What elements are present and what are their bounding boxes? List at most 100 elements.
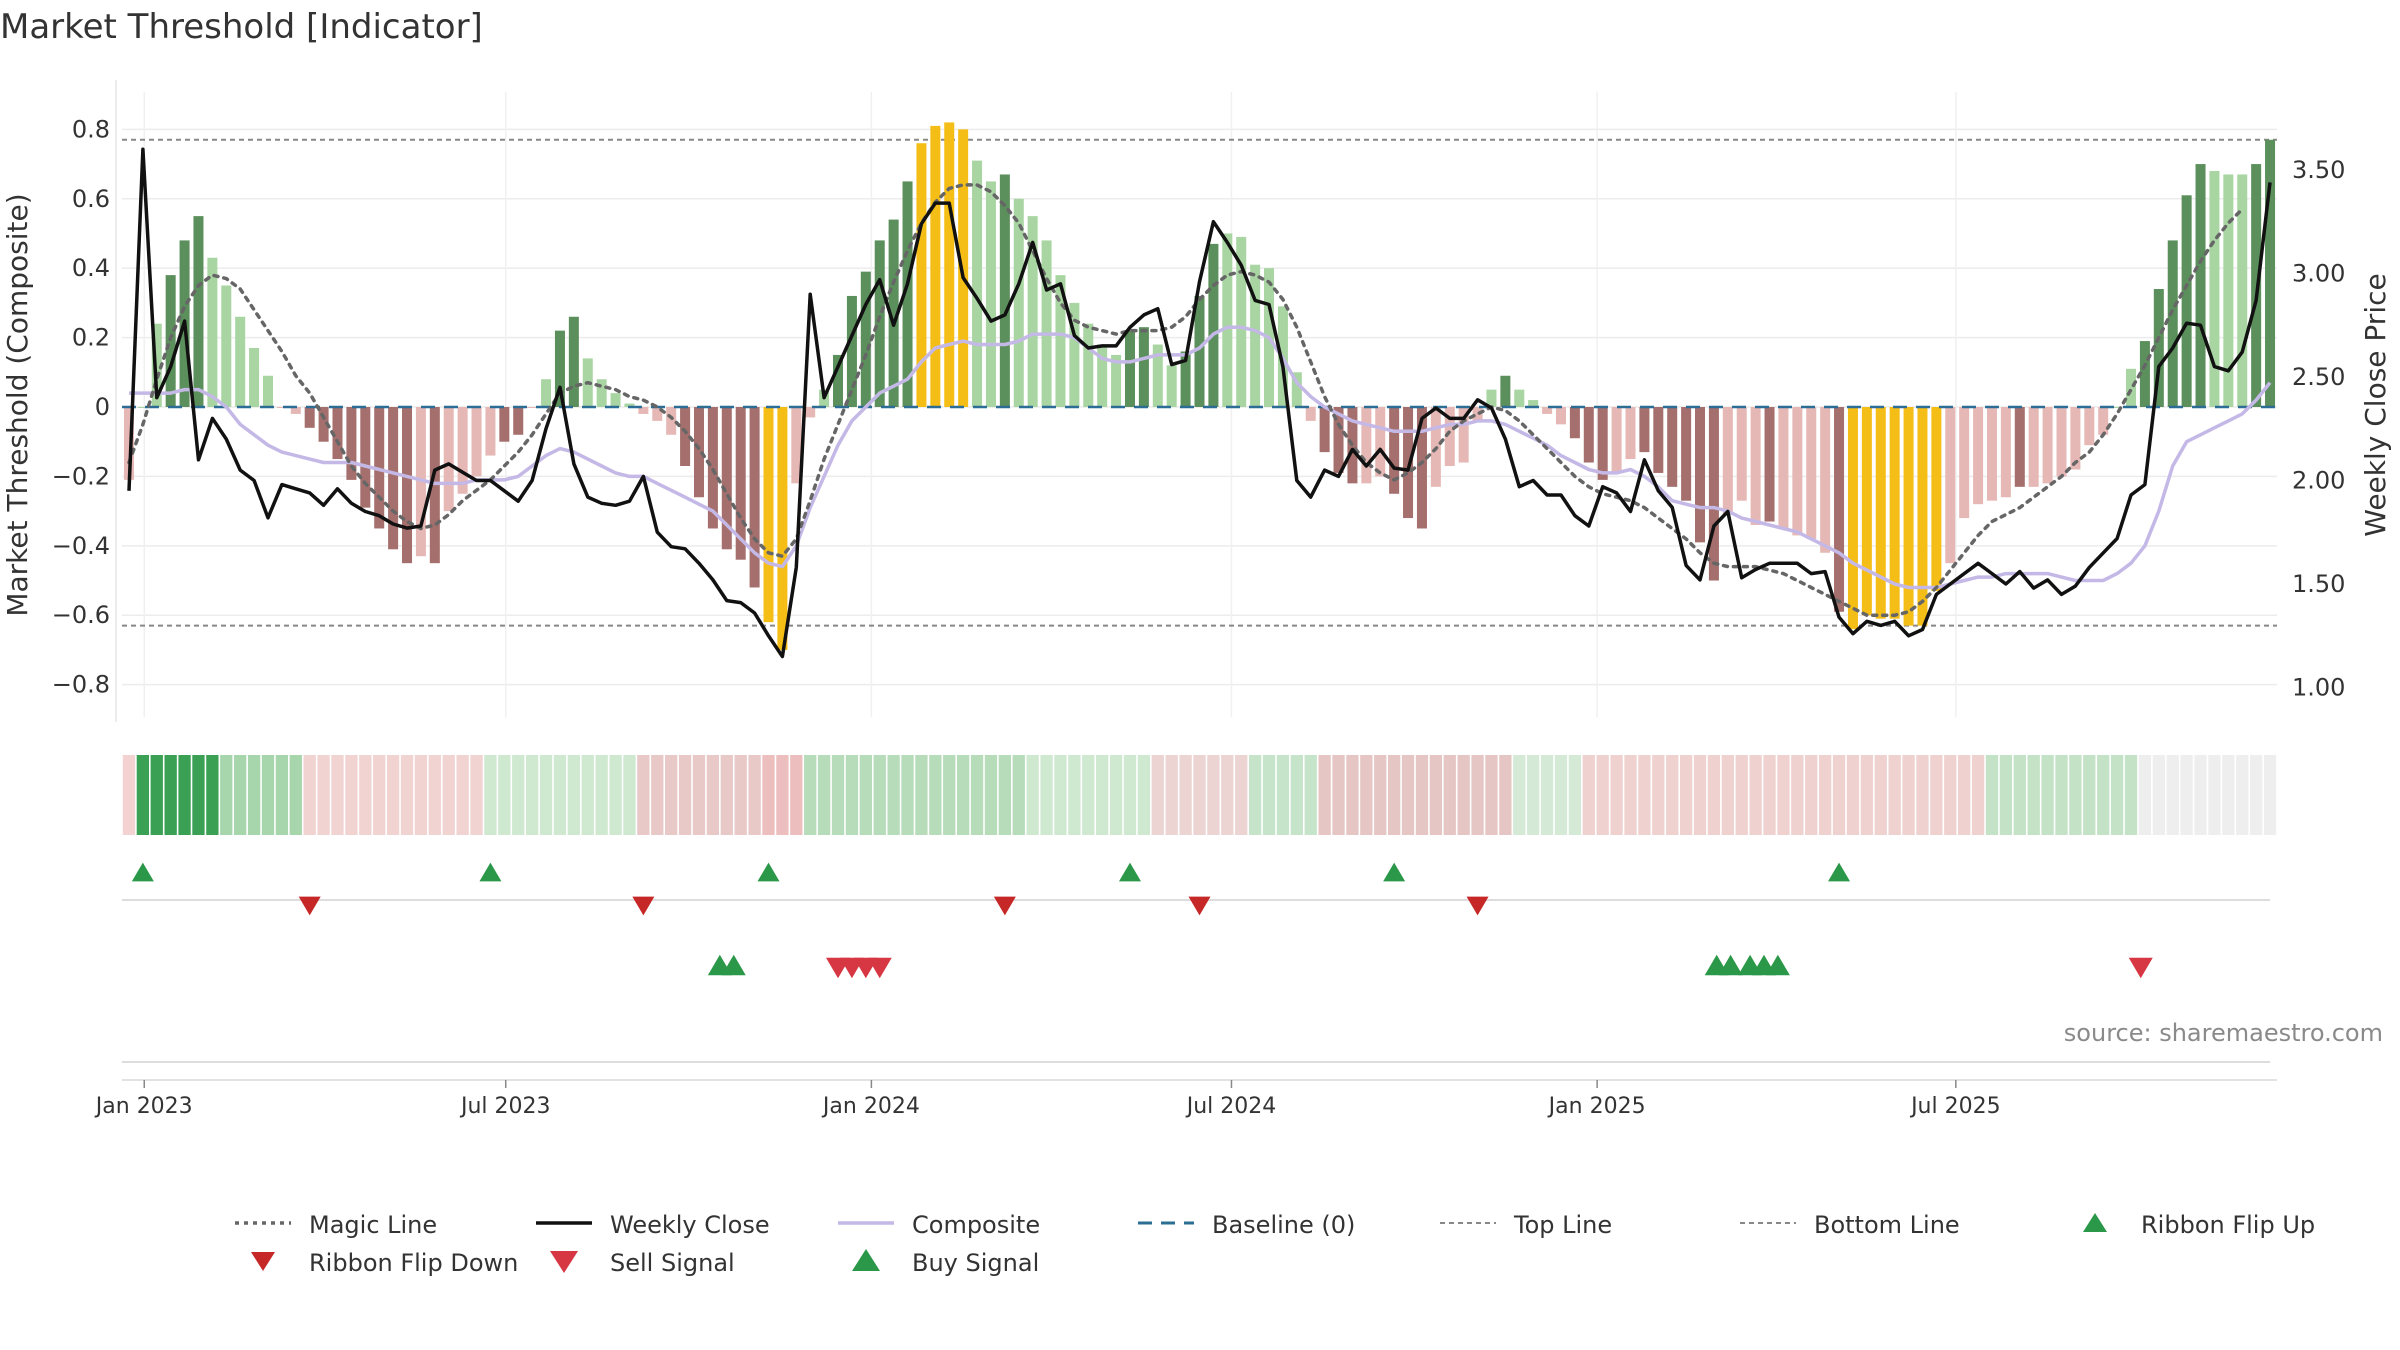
ribbon-cell xyxy=(1262,755,1276,835)
legend-label: Weekly Close xyxy=(610,1211,770,1239)
composite-bar xyxy=(2014,407,2025,487)
composite-bar xyxy=(485,407,496,456)
composite-bar xyxy=(846,295,857,407)
ribbon-cell xyxy=(261,755,275,835)
composite-bar xyxy=(1639,407,1650,453)
y-left-tick-label: −0.8 xyxy=(52,671,110,699)
ribbon-cell xyxy=(414,755,428,835)
ribbon-cell xyxy=(373,755,386,835)
legend-label: Top Line xyxy=(1513,1211,1612,1239)
composite-bar xyxy=(1973,407,1984,505)
composite-bar xyxy=(360,407,371,508)
ribbon-cell xyxy=(1846,755,1860,835)
composite-bar xyxy=(2056,407,2067,477)
ribbon-cell xyxy=(1693,755,1707,835)
composite-bar xyxy=(2098,407,2109,435)
composite-bar xyxy=(1180,351,1191,407)
composite-bar xyxy=(999,174,1010,407)
composite-bar xyxy=(777,407,788,650)
ribbon-cell xyxy=(1985,755,1999,835)
legend-label: Composite xyxy=(912,1211,1040,1239)
ribbon-cell xyxy=(1958,755,1971,835)
ribbon-cell xyxy=(734,755,747,835)
legend-item: Top Line xyxy=(1440,1211,1612,1239)
ribbon-strip xyxy=(122,755,2277,835)
composite-bar xyxy=(2000,407,2011,498)
ribbon-cell xyxy=(1568,755,1582,835)
ribbon-cell xyxy=(2166,755,2179,835)
ribbon-flip-up-marker xyxy=(1828,862,1851,882)
composite-bar xyxy=(638,407,649,414)
ribbon-cell xyxy=(929,755,942,835)
ribbon-cell xyxy=(1429,755,1443,835)
legend: Magic Line Weekly Close Composite Baseline … xyxy=(235,1211,2315,1277)
ribbon-cell xyxy=(275,755,289,835)
composite-bar xyxy=(666,407,677,435)
ribbon-cell xyxy=(2194,755,2207,835)
ribbon-cell xyxy=(1499,755,1512,835)
ribbon-cell xyxy=(2236,755,2249,835)
ribbon-cell xyxy=(1707,755,1721,835)
ribbon-cell xyxy=(762,755,775,835)
ribbon-cell xyxy=(943,755,956,835)
composite-bar xyxy=(1166,365,1177,407)
ribbon-cell xyxy=(2152,755,2165,835)
legend-label: Sell Signal xyxy=(610,1249,735,1277)
ribbon-flip-up-marker xyxy=(1383,862,1406,882)
composite-bar xyxy=(541,379,552,407)
composite-bar xyxy=(624,403,635,407)
ribbon-cell xyxy=(2249,755,2263,835)
composite-bar xyxy=(888,219,899,407)
composite-bar xyxy=(513,407,524,435)
ribbon-cell xyxy=(1290,755,1303,835)
x-tick-label: Jan 2025 xyxy=(1547,1094,1646,1119)
composite-bar xyxy=(2167,240,2178,407)
composite-bar xyxy=(2084,407,2095,446)
y-left-label: Market Threshold (Composite) xyxy=(1,193,34,616)
ribbon-cell xyxy=(1666,755,1679,835)
composite-bar xyxy=(554,330,565,407)
composite-bar xyxy=(1667,407,1678,487)
composite-bar xyxy=(1569,407,1580,439)
ribbon-cell xyxy=(2263,755,2277,835)
ribbon-cell xyxy=(1554,755,1568,835)
ribbon-cell xyxy=(1721,755,1734,835)
composite-bar xyxy=(2112,407,2123,408)
composite-bar xyxy=(1514,389,1525,407)
legend-item: Buy Signal xyxy=(852,1249,1039,1277)
y-left-tick-label: −0.2 xyxy=(52,462,110,490)
left-axis: 0.8 0.6 0.4 0.2 0 −0.2 −0.4 −0.6 −0.8 xyxy=(52,80,117,722)
ribbon-cell xyxy=(1818,755,1832,835)
composite-bar xyxy=(791,407,802,484)
y-left-tick-label: 0.8 xyxy=(72,115,110,143)
ribbon-cell xyxy=(1068,755,1081,835)
composite-bar xyxy=(1834,407,1845,612)
ribbon-cell xyxy=(470,755,483,835)
ribbon-cell xyxy=(915,755,928,835)
composite-bar xyxy=(1847,407,1858,630)
legend-item: Bottom Line xyxy=(1740,1211,1960,1239)
composite-bar xyxy=(860,271,871,407)
ribbon-cell xyxy=(1930,755,1943,835)
ribbon-cell xyxy=(901,755,914,835)
composite-bar xyxy=(346,407,357,480)
weekly-close-line xyxy=(127,147,2272,659)
x-tick-label: Jan 2024 xyxy=(821,1094,920,1119)
ribbon-cell xyxy=(581,755,594,835)
ribbon-cell xyxy=(1638,755,1651,835)
composite-bar xyxy=(165,275,176,407)
composite-bar xyxy=(1444,407,1455,466)
ribbon-cell xyxy=(1443,755,1456,835)
composite-bar xyxy=(1208,243,1219,407)
composite-bar xyxy=(2209,171,2220,407)
source-credit: source: sharemaestro.com xyxy=(2064,1019,2383,1047)
legend-item: Composite xyxy=(838,1211,1040,1239)
ribbon-cell xyxy=(956,755,970,835)
composite-bar xyxy=(1361,407,1372,484)
ribbon-cell xyxy=(234,755,247,835)
ribbon-cell xyxy=(651,755,664,835)
ribbon-cell xyxy=(2083,755,2096,835)
ribbon-cell xyxy=(2180,755,2193,835)
ribbon-cell xyxy=(1860,755,1874,835)
